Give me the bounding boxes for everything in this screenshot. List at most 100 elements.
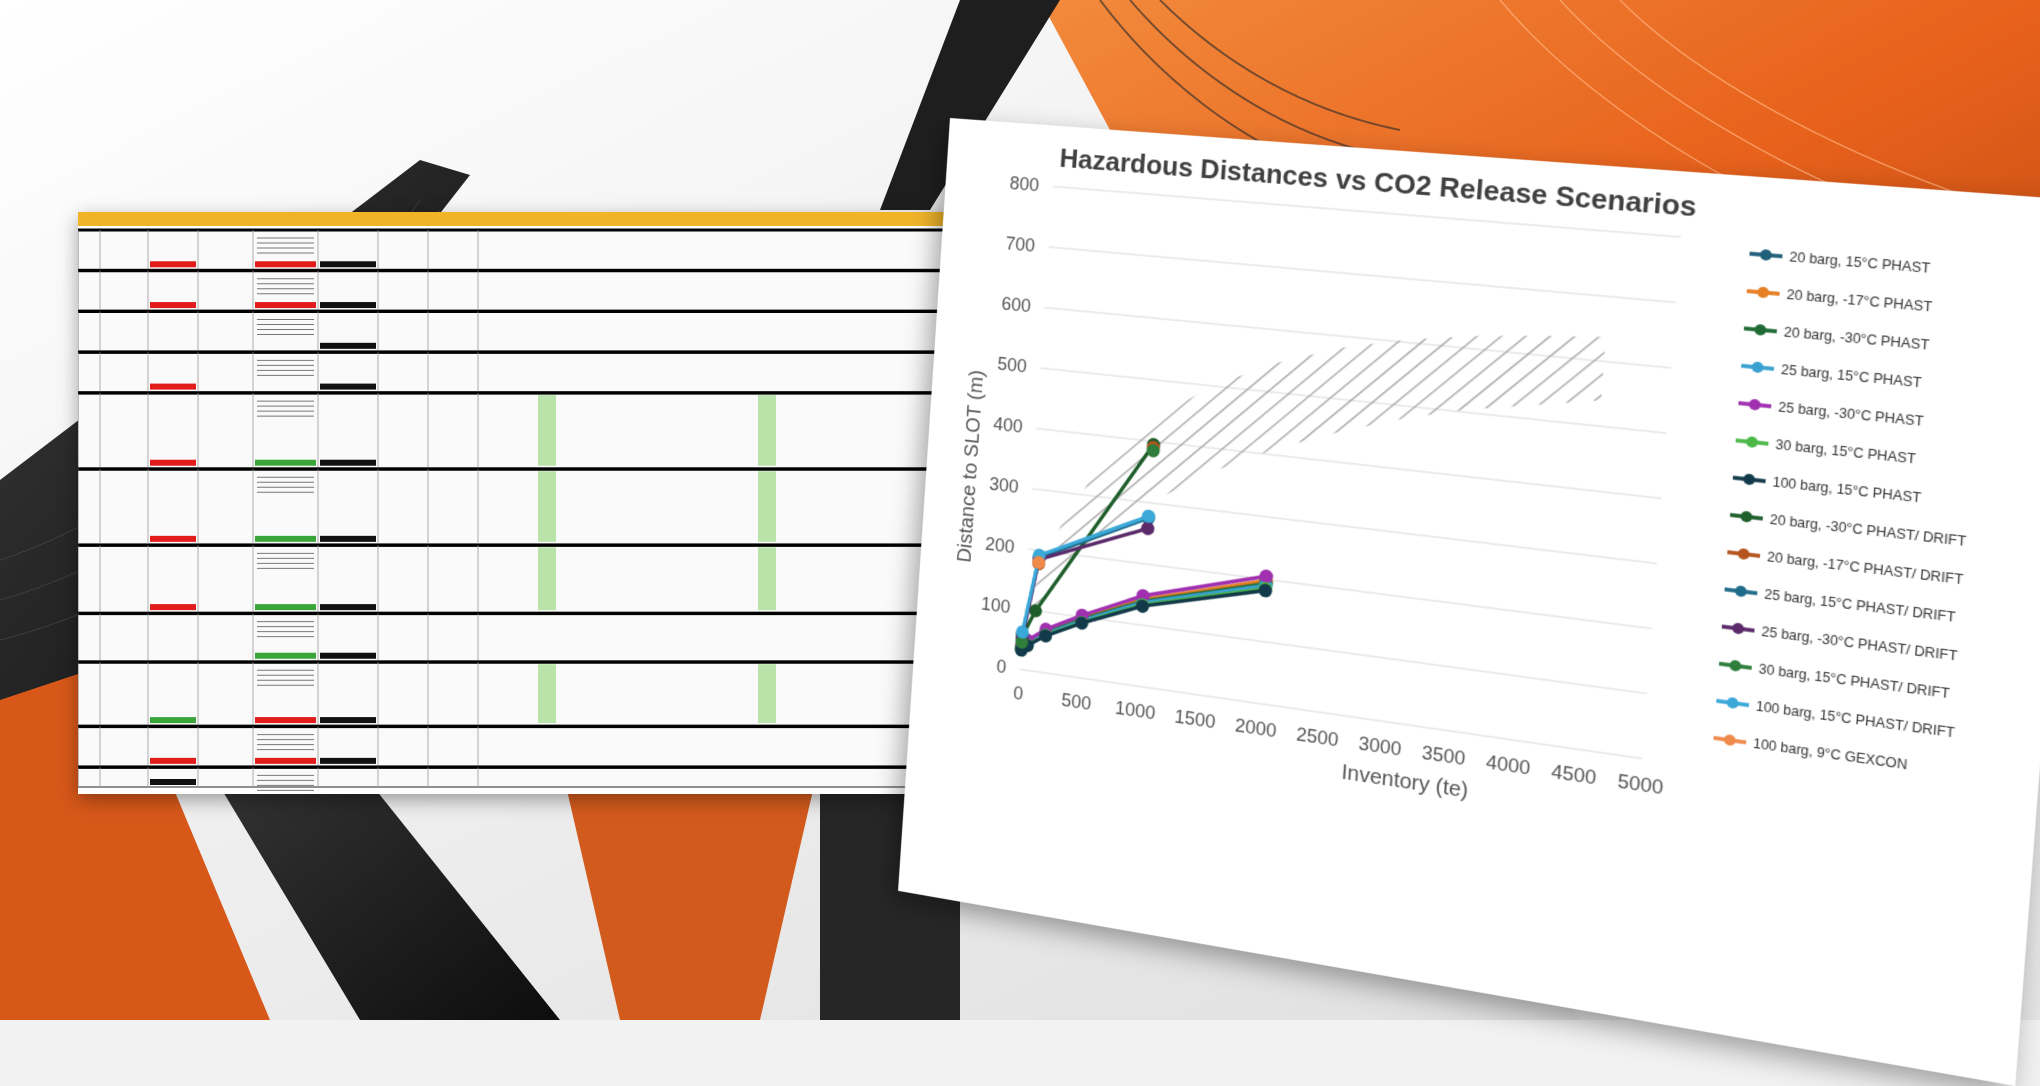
- sheet-row: [78, 614, 952, 661]
- legend-label: 20 barg, -30°C PHAST/ DRIFT: [1769, 513, 1966, 550]
- legend-label: 20 barg, -17°C PHAST: [1786, 288, 1933, 315]
- sheet-cell: [255, 460, 316, 466]
- x-tick-label: 5000: [1617, 770, 1664, 799]
- legend-label: 20 barg, 15°C PHAST: [1789, 250, 1931, 276]
- sheet-row: [78, 393, 952, 468]
- gridline: [1049, 247, 1676, 302]
- x-tick-label: 3500: [1421, 742, 1466, 770]
- legend-entry: 25 barg, -30°C PHAST/ DRIFT: [1721, 620, 1958, 664]
- legend-entry: 25 barg, 15°C PHAST/ DRIFT: [1724, 583, 1956, 626]
- y-tick-label: 400: [993, 413, 1024, 437]
- sheet-row: [78, 545, 952, 612]
- legend-entry: 100 barg, 9°C GEXCON: [1713, 731, 1908, 773]
- spreadsheet-grid: [78, 212, 952, 794]
- y-tick-label: 600: [1001, 293, 1032, 316]
- sheet-row: [78, 352, 952, 391]
- legend-entry: 100 barg, 15°C PHAST/ DRIFT: [1716, 694, 1956, 741]
- y-tick-label: 200: [985, 533, 1016, 557]
- sheet-cell: [150, 758, 196, 764]
- y-tick-label: 800: [1009, 173, 1040, 196]
- x-tick-label: 1000: [1114, 697, 1156, 724]
- sheet-cell: [538, 395, 556, 466]
- legend-entry: 100 barg, 15°C PHAST: [1732, 471, 1921, 506]
- sheet-cell: [255, 758, 316, 764]
- sheet-row: [78, 230, 952, 269]
- sheet-cell: [320, 758, 376, 764]
- gridline: [1028, 549, 1652, 629]
- sheet-row: [78, 662, 952, 725]
- legend-label: 30 barg, 15°C PHAST: [1775, 438, 1916, 467]
- legend-entry: 20 barg, 15°C PHAST: [1749, 247, 1931, 277]
- sheet-cell: [150, 460, 196, 466]
- sheet-cell: [538, 664, 556, 723]
- legend-label: 25 barg, 15°C PHAST: [1780, 363, 1922, 391]
- sheet-row: [78, 727, 952, 766]
- sheet-cell: [150, 302, 196, 308]
- spreadsheet-thumbnail: [78, 212, 952, 794]
- sheet-cell: [150, 261, 196, 267]
- legend-marker: [1735, 585, 1747, 597]
- legend-marker: [1757, 286, 1770, 298]
- legend-marker: [1760, 249, 1773, 261]
- legend-marker: [1746, 436, 1759, 448]
- x-tick-label: 500: [1061, 689, 1092, 714]
- legend-marker: [1726, 697, 1738, 710]
- sheet-cell: [255, 536, 316, 542]
- sheet-cell: [538, 547, 556, 610]
- legend-marker: [1743, 473, 1756, 485]
- sheet-cell: [255, 653, 316, 659]
- sheet-cell: [150, 779, 196, 785]
- legend-label: 25 barg, 15°C PHAST/ DRIFT: [1764, 587, 1956, 625]
- legend-label: 100 barg, 9°C GEXCON: [1753, 737, 1908, 773]
- y-axis-label: Distance to SLOT (m): [954, 369, 989, 564]
- sheet-cell: [150, 384, 196, 390]
- legend-label: 100 barg, 15°C PHAST/ DRIFT: [1755, 699, 1955, 741]
- legend-marker: [1749, 399, 1762, 411]
- sheet-cell: [320, 302, 376, 308]
- legend-label: 25 barg, -30°C PHAST/ DRIFT: [1761, 625, 1958, 664]
- legend-label: 25 barg, -30°C PHAST: [1778, 400, 1924, 429]
- sheet-cell: [320, 384, 376, 390]
- legend-marker: [1740, 511, 1753, 523]
- x-axis-ticks: 0 500 1000 1500 2000 2500 3000 3500 4000 4500 5000: [1013, 682, 1665, 798]
- y-tick-label: 100: [981, 593, 1012, 617]
- x-tick-label: 0: [1013, 682, 1024, 704]
- sheet-cell: [758, 471, 776, 542]
- legend-marker: [1729, 660, 1741, 672]
- legend-entry: 25 barg, 15°C PHAST: [1741, 359, 1922, 391]
- sheet-cell: [758, 547, 776, 610]
- y-tick-label: 500: [997, 353, 1028, 377]
- legend-label: 20 barg, -30°C PHAST: [1783, 325, 1930, 353]
- legend-entry: 25 barg, -30°C PHAST: [1738, 396, 1924, 429]
- sheet-cell: [255, 604, 316, 610]
- sheet-cell: [320, 536, 376, 542]
- sheet-cell: [538, 471, 556, 542]
- legend-entry: 20 barg, -30°C PHAST/ DRIFT: [1730, 508, 1967, 549]
- y-tick-label: 300: [989, 473, 1020, 497]
- legend-label: 100 barg, 15°C PHAST: [1772, 475, 1921, 506]
- sheet-row: [78, 312, 952, 351]
- sheet-cell: [320, 460, 376, 466]
- sheet-cell: [150, 717, 196, 723]
- x-tick-label: 3000: [1358, 732, 1403, 760]
- gridline: [1024, 609, 1647, 693]
- legend-label: 30 barg, 15°C PHAST/ DRIFT: [1758, 662, 1950, 702]
- legend-entry: 20 barg, -17°C PHAST/ DRIFT: [1727, 545, 1964, 587]
- sheet-cell: [758, 664, 776, 723]
- legend-marker: [1751, 361, 1764, 373]
- hatched-envelope: [1022, 285, 1606, 717]
- legend-entry: 30 barg, 15°C PHAST/ DRIFT: [1719, 657, 1951, 702]
- sheet-row: [78, 469, 952, 544]
- sheet-cell: [255, 717, 316, 723]
- sheet-cell: [320, 604, 376, 610]
- x-tick-label: 2000: [1234, 714, 1277, 741]
- sheet-cell: [150, 604, 196, 610]
- x-tick-label: 4000: [1485, 751, 1531, 779]
- sheet-cell: [320, 653, 376, 659]
- sheet-cell: [320, 343, 376, 349]
- legend-marker: [1754, 324, 1767, 336]
- sheet-cell: [320, 717, 376, 723]
- sheet-cell: [150, 536, 196, 542]
- legend-entry: 30 barg, 15°C PHAST: [1735, 434, 1916, 467]
- legend-entry: 20 barg, -30°C PHAST: [1743, 322, 1929, 354]
